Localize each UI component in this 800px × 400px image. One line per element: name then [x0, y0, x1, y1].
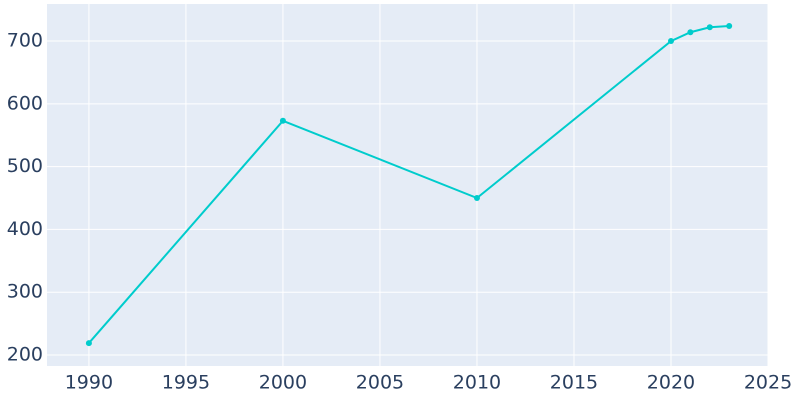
- y-tick-label: 700: [7, 30, 43, 52]
- x-tick-label: 2010: [453, 372, 501, 394]
- data-point: [667, 38, 674, 45]
- data-point: [706, 24, 713, 31]
- data-point: [687, 29, 694, 36]
- x-tick-label: 2015: [550, 372, 598, 394]
- x-tick-label: 1995: [162, 372, 210, 394]
- data-point: [85, 340, 92, 347]
- data-point: [279, 117, 286, 124]
- x-tick-label: 1990: [65, 372, 113, 394]
- x-tick-label: 2020: [647, 372, 695, 394]
- x-tick-label: 2025: [744, 372, 792, 394]
- y-tick-label: 500: [7, 155, 43, 177]
- y-tick-label: 300: [7, 281, 43, 303]
- plot-area: [47, 4, 768, 366]
- data-point: [473, 195, 480, 202]
- x-tick-label: 2005: [356, 372, 404, 394]
- x-tick-label: 2000: [259, 372, 307, 394]
- y-tick-label: 200: [7, 344, 43, 366]
- y-tick-label: 600: [7, 92, 43, 114]
- y-tick-label: 400: [7, 218, 43, 240]
- data-point: [726, 22, 733, 29]
